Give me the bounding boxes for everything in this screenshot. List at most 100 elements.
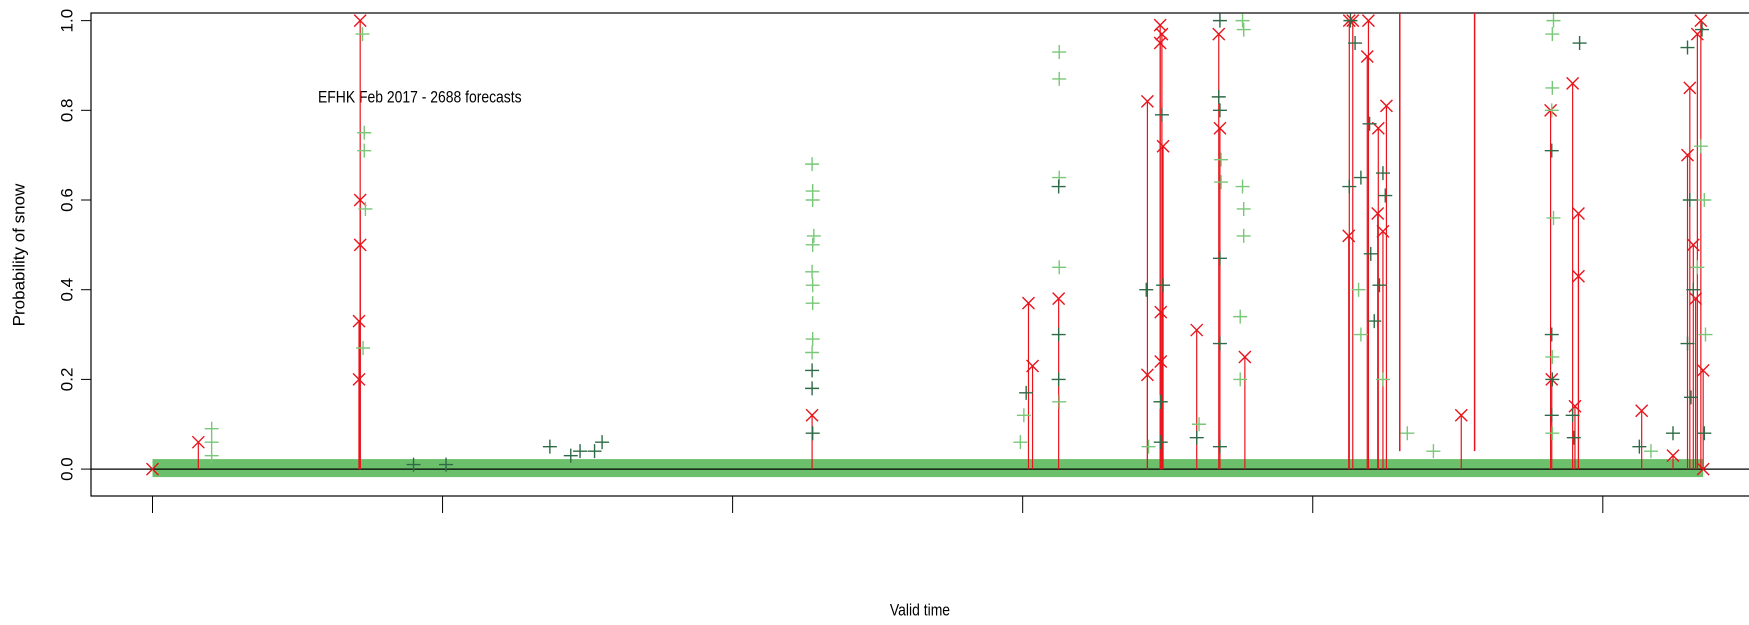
point xyxy=(204,421,219,436)
point xyxy=(1686,282,1701,297)
point xyxy=(1698,327,1713,342)
point xyxy=(805,408,819,422)
point xyxy=(805,193,820,208)
point xyxy=(1192,417,1207,432)
point xyxy=(1566,76,1580,90)
point xyxy=(1565,408,1580,423)
point xyxy=(1353,170,1368,185)
point xyxy=(204,448,219,463)
point xyxy=(542,439,557,454)
point xyxy=(1021,296,1035,310)
point xyxy=(1233,309,1248,324)
point xyxy=(1214,152,1229,167)
point xyxy=(1546,210,1561,225)
point xyxy=(191,435,205,449)
point xyxy=(805,157,820,172)
y-tick-label: 0.0 xyxy=(57,457,76,481)
point xyxy=(1052,71,1067,86)
point xyxy=(1689,292,1703,306)
point xyxy=(1546,13,1561,28)
point xyxy=(352,372,366,386)
point xyxy=(1400,426,1415,441)
point xyxy=(1361,14,1375,28)
point xyxy=(1690,260,1705,275)
point xyxy=(1051,179,1066,194)
point xyxy=(1375,166,1390,181)
point xyxy=(1680,40,1695,55)
point xyxy=(357,143,372,158)
point xyxy=(1696,363,1710,377)
point xyxy=(805,363,820,378)
point xyxy=(1235,179,1250,194)
point xyxy=(357,125,372,140)
point xyxy=(1696,462,1710,476)
point xyxy=(1212,336,1227,351)
point xyxy=(805,278,820,293)
plot-frame xyxy=(90,12,1749,497)
point xyxy=(1695,22,1710,37)
point xyxy=(1212,103,1227,118)
point xyxy=(1213,121,1227,135)
point xyxy=(1697,426,1712,441)
point xyxy=(1212,439,1227,454)
point xyxy=(1342,229,1356,243)
point xyxy=(1052,394,1067,409)
point xyxy=(1016,408,1031,423)
point xyxy=(1348,36,1363,51)
point xyxy=(1153,394,1168,409)
point xyxy=(1426,444,1441,459)
point xyxy=(595,435,610,450)
point xyxy=(1545,426,1560,441)
point xyxy=(805,381,820,396)
point xyxy=(1026,359,1040,373)
point xyxy=(563,448,578,463)
point xyxy=(587,444,602,459)
point xyxy=(1153,36,1167,50)
y-tick-label: 0.6 xyxy=(57,188,76,212)
point xyxy=(1139,282,1154,297)
point xyxy=(1378,188,1393,203)
point xyxy=(1568,399,1582,413)
point xyxy=(1154,354,1168,368)
point xyxy=(1666,449,1680,463)
point xyxy=(1363,246,1378,261)
point xyxy=(1190,323,1204,337)
point xyxy=(1141,439,1156,454)
point xyxy=(1544,103,1559,118)
point xyxy=(352,314,366,328)
y-axis-label: Probability of snow xyxy=(9,183,28,326)
point xyxy=(1360,50,1374,63)
point xyxy=(1680,336,1695,351)
point xyxy=(805,237,820,252)
annotation: EFHK Feb 2017 - 2688 forecasts xyxy=(318,88,522,107)
point xyxy=(204,435,219,450)
zero-band xyxy=(152,459,1704,478)
point xyxy=(1156,139,1170,153)
point xyxy=(1375,372,1390,387)
point xyxy=(145,462,159,476)
y-tick-label: 0.4 xyxy=(57,278,76,302)
point xyxy=(1681,148,1695,162)
point xyxy=(1052,292,1066,306)
point xyxy=(358,201,373,216)
point xyxy=(805,426,820,441)
point xyxy=(1140,94,1154,108)
point xyxy=(1154,107,1169,122)
point xyxy=(1214,175,1229,190)
point xyxy=(805,332,820,347)
point xyxy=(1236,22,1251,37)
point xyxy=(1379,99,1393,113)
point xyxy=(1342,179,1357,194)
point xyxy=(1693,139,1708,154)
point xyxy=(406,457,421,472)
point xyxy=(1212,27,1226,41)
point xyxy=(1545,372,1560,387)
point xyxy=(1353,327,1368,342)
point xyxy=(1189,430,1204,445)
point xyxy=(1682,193,1697,208)
point xyxy=(1683,81,1697,95)
y-tick-label: 1.0 xyxy=(57,9,76,33)
point xyxy=(1697,193,1712,208)
point xyxy=(1632,439,1647,454)
